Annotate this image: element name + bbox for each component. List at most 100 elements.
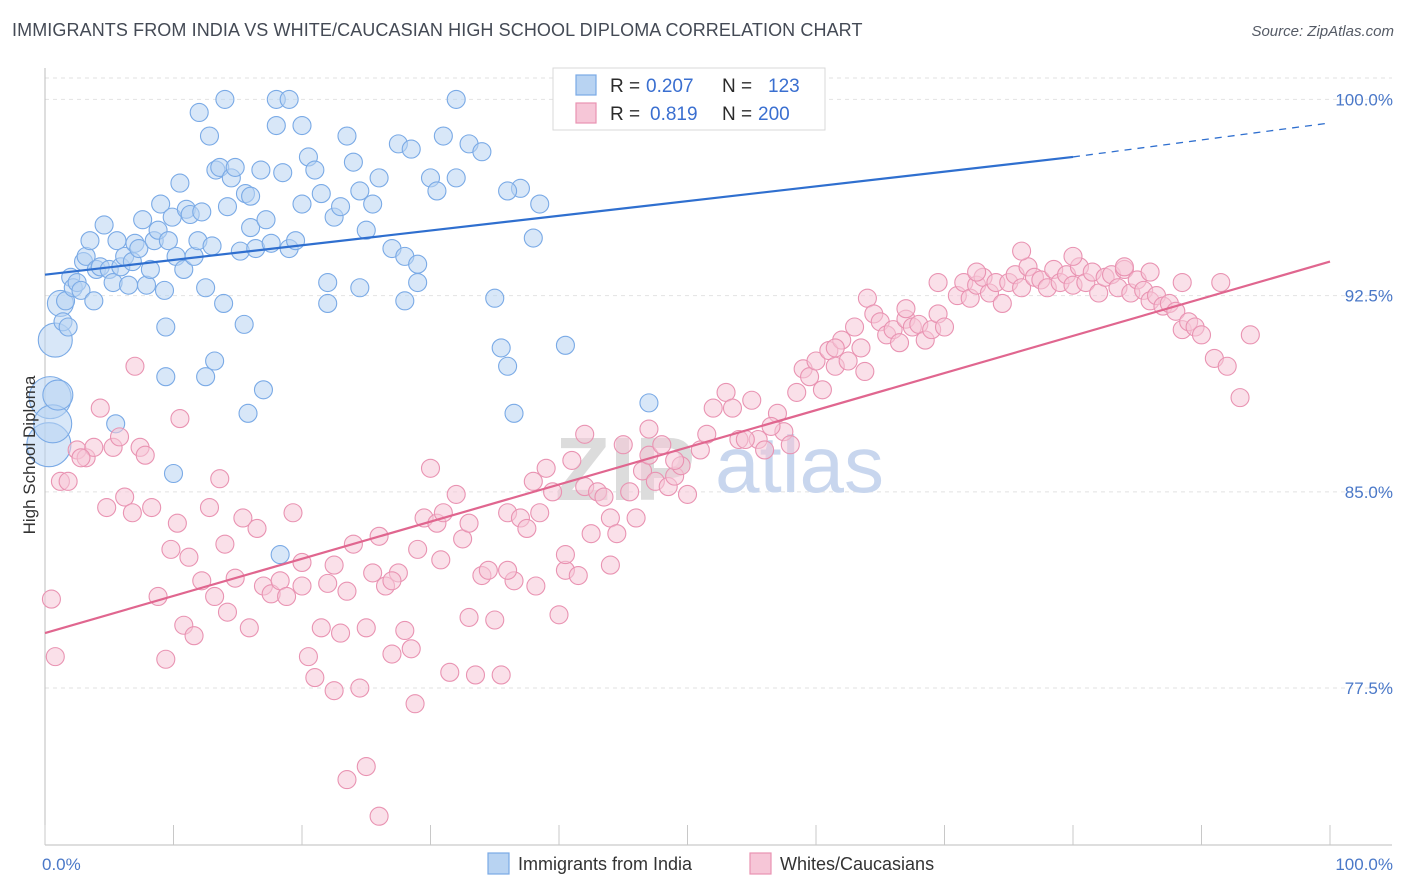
point-s0-34	[151, 194, 171, 214]
point-s1-178	[215, 534, 235, 554]
point-s1-88	[620, 482, 640, 502]
point-s0-39	[170, 173, 190, 193]
y-tick-label-1: 92.5%	[1345, 287, 1393, 306]
point-s1-35	[277, 586, 297, 607]
point-s1-0	[41, 589, 61, 609]
point-s1-193	[639, 419, 659, 439]
point-s0-70	[318, 272, 338, 293]
legend-swatch-india	[575, 74, 597, 96]
point-s1-36	[283, 503, 303, 523]
bottom-legend-swatch-white	[749, 852, 772, 875]
point-s1-10	[109, 427, 130, 447]
point-s1-177	[170, 409, 190, 429]
point-s1-72	[517, 518, 537, 538]
point-s0-12	[71, 280, 91, 300]
point-s0-110	[163, 463, 184, 484]
point-s0-115	[238, 403, 258, 423]
point-s0-15	[80, 231, 100, 251]
point-s1-26	[210, 469, 230, 489]
point-s0-90	[485, 288, 505, 308]
point-s1-43	[330, 623, 351, 643]
point-s1-194	[665, 450, 685, 470]
trend-line-0-extension	[1072, 122, 1331, 158]
point-s1-66	[478, 560, 498, 580]
point-s0-106	[555, 335, 575, 355]
point-s0-68	[305, 160, 325, 180]
point-s1-143	[1012, 278, 1032, 298]
point-s0-105	[523, 228, 543, 248]
point-s1-61	[446, 484, 466, 504]
point-s0-25	[118, 275, 139, 295]
point-s1-113	[812, 380, 832, 400]
point-s0-95	[279, 89, 299, 109]
point-s1-12	[122, 503, 142, 523]
point-s1-190	[555, 545, 575, 565]
point-s0-36	[158, 231, 178, 251]
point-s1-67	[485, 610, 505, 630]
point-s1-201	[928, 272, 948, 293]
point-s1-39	[305, 668, 325, 688]
point-s1-192	[600, 555, 620, 575]
point-s0-62	[266, 116, 286, 136]
trend-line-1	[44, 260, 1331, 635]
point-s1-68	[491, 665, 511, 685]
point-s0-76	[356, 220, 376, 240]
point-s1-183	[369, 806, 389, 826]
point-s1-74	[530, 503, 550, 523]
point-s0-57	[241, 218, 261, 238]
point-s1-181	[337, 770, 357, 790]
point-s0-96	[292, 116, 312, 136]
bottom-legend-swatch-india	[487, 852, 510, 875]
point-s0-77	[363, 194, 383, 214]
point-s1-17	[156, 649, 176, 669]
point-s0-98	[350, 278, 370, 298]
y-tick-label-2: 85.0%	[1345, 483, 1393, 502]
point-s0-119	[498, 181, 518, 201]
point-s0-63	[273, 163, 293, 183]
point-s0-83	[408, 254, 428, 274]
point-s1-188	[498, 560, 518, 580]
point-s1-73	[523, 471, 543, 491]
point-s0-117	[270, 545, 290, 565]
point-s0-113	[234, 314, 254, 334]
point-s0-59	[251, 160, 271, 180]
point-s0-40	[174, 259, 194, 279]
point-s1-15	[142, 497, 162, 518]
point-s0-82	[401, 139, 421, 159]
point-s0-31	[140, 259, 160, 279]
point-s1-80	[568, 565, 588, 586]
point-s1-118	[844, 317, 865, 337]
point-s1-119	[851, 338, 871, 358]
point-s1-60	[440, 662, 460, 682]
legend-r-value-white: 0.819	[650, 104, 698, 125]
point-s1-105	[755, 440, 775, 460]
y-tick-label-0: 100.0%	[1335, 90, 1393, 109]
point-s1-55	[408, 539, 428, 559]
point-s0-78	[369, 168, 389, 188]
point-s0-72	[330, 197, 351, 217]
point-s1-25	[205, 586, 225, 607]
point-s0-16	[84, 291, 104, 311]
point-s0-28	[129, 238, 149, 259]
point-s1-187	[459, 513, 479, 533]
point-s1-6	[84, 437, 104, 457]
tick-labels: 100.0% 92.5% 85.0% 77.5% 0.0% 100.0%	[42, 90, 1393, 874]
point-s0-8	[58, 317, 78, 337]
point-s1-108	[780, 435, 800, 455]
point-s1-185	[405, 694, 425, 714]
point-s1-109	[787, 382, 807, 402]
point-s1-27	[217, 602, 238, 622]
point-s1-209	[1240, 325, 1260, 345]
point-s0-60	[256, 210, 276, 230]
point-s0-46	[196, 278, 216, 298]
point-s1-174	[1230, 388, 1250, 408]
point-s1-64	[465, 665, 486, 685]
point-s1-189	[526, 576, 546, 596]
point-s1-205	[1114, 257, 1134, 277]
legend-r-label-white: R =	[610, 104, 640, 125]
legend-n-label-white: N =	[722, 104, 752, 125]
point-s1-18	[161, 539, 181, 559]
point-s0-102	[498, 356, 518, 376]
legend-n-value-india: 123	[768, 76, 800, 97]
point-s1-41	[318, 573, 338, 593]
